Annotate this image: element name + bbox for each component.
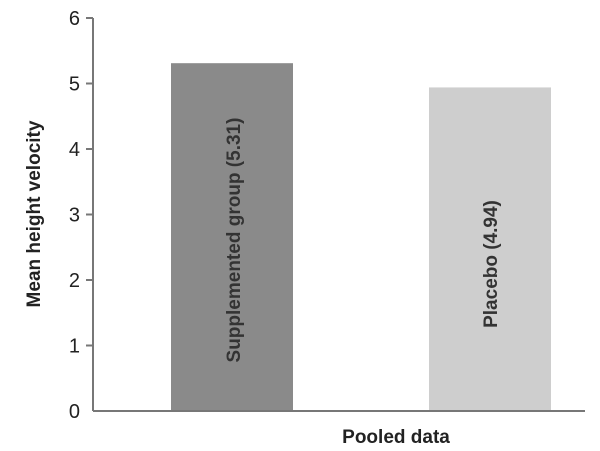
y-axis-ticks: 0 1 2 3 4 5 6 — [69, 8, 93, 423]
bar-category-label: Supplemented group (5.31) — [224, 118, 245, 363]
y-tick-label: 6 — [69, 8, 80, 30]
y-tick-label: 4 — [69, 139, 80, 161]
y-tick-label: 0 — [69, 401, 80, 423]
y-tick-label: 5 — [69, 74, 80, 96]
x-axis-title: Pooled data — [342, 427, 450, 448]
bar-category-label: Placebo (4.94) — [481, 200, 502, 328]
bar — [429, 87, 551, 412]
bars: Supplemented group (5.31) Placebo (4.94) — [171, 63, 551, 412]
y-tick-label: 3 — [69, 205, 80, 227]
y-tick-label: 2 — [69, 270, 80, 292]
bar — [171, 63, 293, 411]
y-axis-title: Mean height velocity — [24, 120, 45, 307]
y-tick-label: 1 — [69, 336, 80, 358]
